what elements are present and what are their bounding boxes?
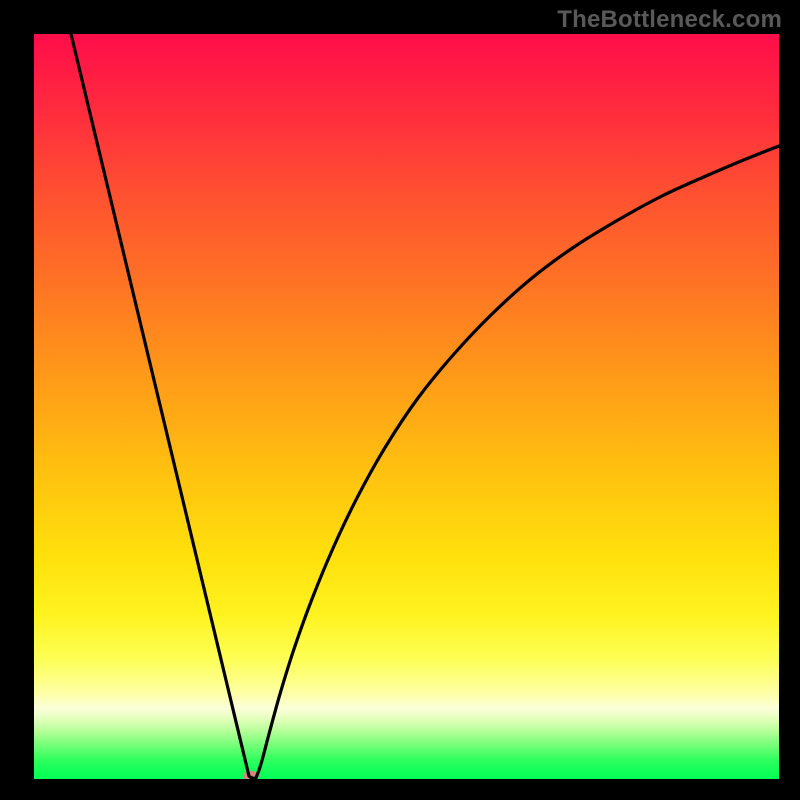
bottleneck-curve xyxy=(71,34,779,778)
curve-layer xyxy=(34,34,779,779)
plot-area xyxy=(34,34,779,779)
chart-container: TheBottleneck.com xyxy=(0,0,800,800)
watermark-text: TheBottleneck.com xyxy=(557,6,782,34)
